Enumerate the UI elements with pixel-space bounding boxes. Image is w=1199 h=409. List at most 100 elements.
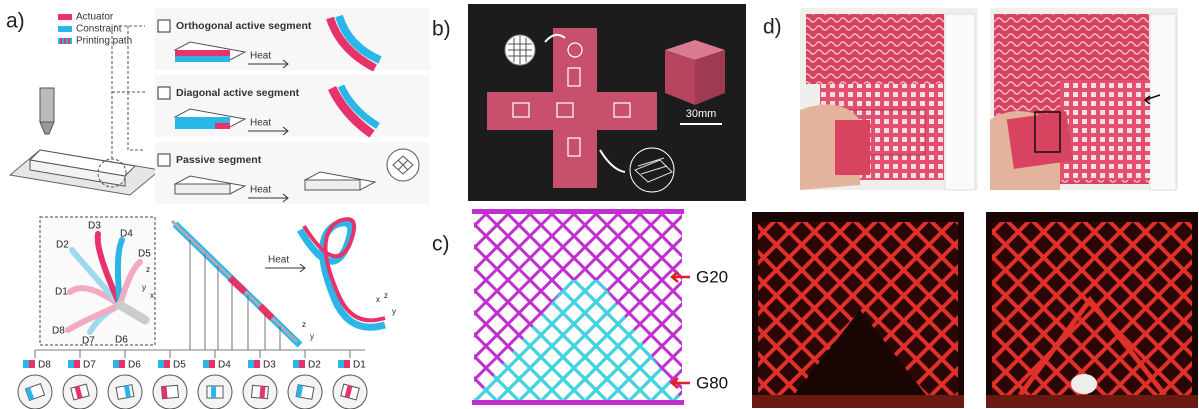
direction-star (65, 231, 150, 335)
seq-icon (29, 360, 35, 368)
seq-label: D6 (128, 360, 141, 371)
seq-icon (293, 360, 299, 368)
seq-icon (203, 360, 209, 368)
heat-label: Heat (250, 185, 271, 196)
seq-icon (119, 360, 125, 368)
arrow (265, 263, 306, 273)
photo (990, 8, 1178, 191)
heat-label: Heat (250, 51, 271, 62)
panel-label: d) (763, 16, 782, 39)
axis-label: y (142, 283, 146, 292)
photo (752, 212, 964, 408)
marker-label: G80 (696, 373, 728, 392)
seq-icon (74, 360, 80, 368)
panel-label: b) (432, 18, 451, 41)
lattice-strut (528, 214, 682, 369)
segment-label: Diagonal active segment (176, 87, 300, 99)
heat-label: Heat (250, 118, 271, 129)
seq-actuator (296, 384, 304, 398)
axis-label: z (146, 265, 150, 274)
seq-label: D8 (38, 360, 51, 371)
seq-icon (158, 360, 164, 368)
seq-icon (113, 360, 119, 368)
seq-icon (344, 360, 350, 368)
arrow (670, 271, 690, 389)
legend: Actuator Constraint Printing path (58, 12, 132, 47)
seq-actuator (211, 386, 216, 398)
lattice-strut (550, 214, 682, 347)
seq-icon (68, 360, 74, 368)
direction-label: D4 (120, 229, 133, 240)
scale-label: 30mm (686, 108, 717, 120)
seq-actuator (123, 385, 131, 398)
seq-label: D1 (353, 360, 366, 371)
seq-label: D5 (173, 360, 186, 371)
seq-icon (23, 360, 29, 368)
legend-swatch (58, 14, 72, 20)
legend-swatch (58, 26, 72, 32)
cube (665, 40, 725, 105)
lattice-strut (474, 214, 642, 383)
icon (157, 153, 171, 167)
seq-label: D2 (308, 360, 321, 371)
lattice-strut (594, 214, 682, 303)
sequence: D8 D7 D6 D5 D4 D3 D2 D1 (17, 360, 368, 409)
segment-label: Orthogonal active segment (176, 20, 312, 32)
lattice-strut (474, 214, 576, 317)
seq-icon (209, 360, 215, 368)
photo (800, 8, 978, 191)
direction-label: D7 (82, 336, 95, 347)
direction-label: D6 (115, 335, 128, 346)
lattice-strut (496, 280, 682, 400)
lattice-strut (606, 280, 682, 400)
marker-label: G20 (696, 267, 728, 286)
printer (8, 25, 162, 196)
lattice-strut (474, 280, 664, 400)
seq-label: D7 (83, 360, 96, 371)
seq-label: D3 (263, 360, 276, 371)
seq-label: D4 (218, 360, 231, 371)
axis-label: z (302, 320, 306, 329)
lattice-strut (474, 214, 532, 273)
seq-icon (164, 360, 170, 368)
heat-label: Heat (268, 255, 289, 266)
seq-actuator (259, 386, 266, 399)
seq-actuator (344, 385, 353, 399)
axis-label: x (376, 295, 380, 304)
legend-label: Printing path (76, 36, 132, 47)
panel-label: a) (6, 10, 25, 33)
legend-swatch (58, 38, 72, 44)
seq-actuator (25, 387, 35, 401)
seq-actuator (74, 385, 83, 399)
lattice (472, 209, 684, 405)
axis-label: y (392, 307, 396, 316)
lattice-strut (474, 214, 598, 339)
direction-label: D1 (55, 287, 68, 298)
icon (157, 86, 171, 100)
direction-label: D3 (88, 221, 101, 232)
icon (157, 19, 171, 33)
axis-label: y (310, 332, 314, 341)
axis-label: z (384, 291, 388, 300)
seq-icon (299, 360, 305, 368)
direction-label: D2 (56, 240, 69, 251)
seq-actuator (161, 386, 168, 399)
axis-label: x (150, 291, 154, 300)
lattice-strut (572, 214, 682, 325)
seq-icon (254, 360, 260, 368)
photo (986, 212, 1198, 408)
long-bar (34, 219, 365, 358)
lattice-strut (518, 280, 682, 400)
direction-label: D5 (138, 249, 151, 260)
segment-label: Passive segment (176, 154, 262, 166)
lattice-strut (474, 214, 510, 251)
seq-icon (338, 360, 344, 368)
lattice-strut (628, 345, 682, 400)
cross-net (487, 28, 675, 193)
seq-icon (248, 360, 254, 368)
lattice-strut (474, 214, 554, 295)
segment-rows: Orthogonal active segment Diagonal activ… (155, 8, 430, 204)
lattice-strut (474, 214, 620, 361)
lattice-strut (638, 214, 682, 259)
